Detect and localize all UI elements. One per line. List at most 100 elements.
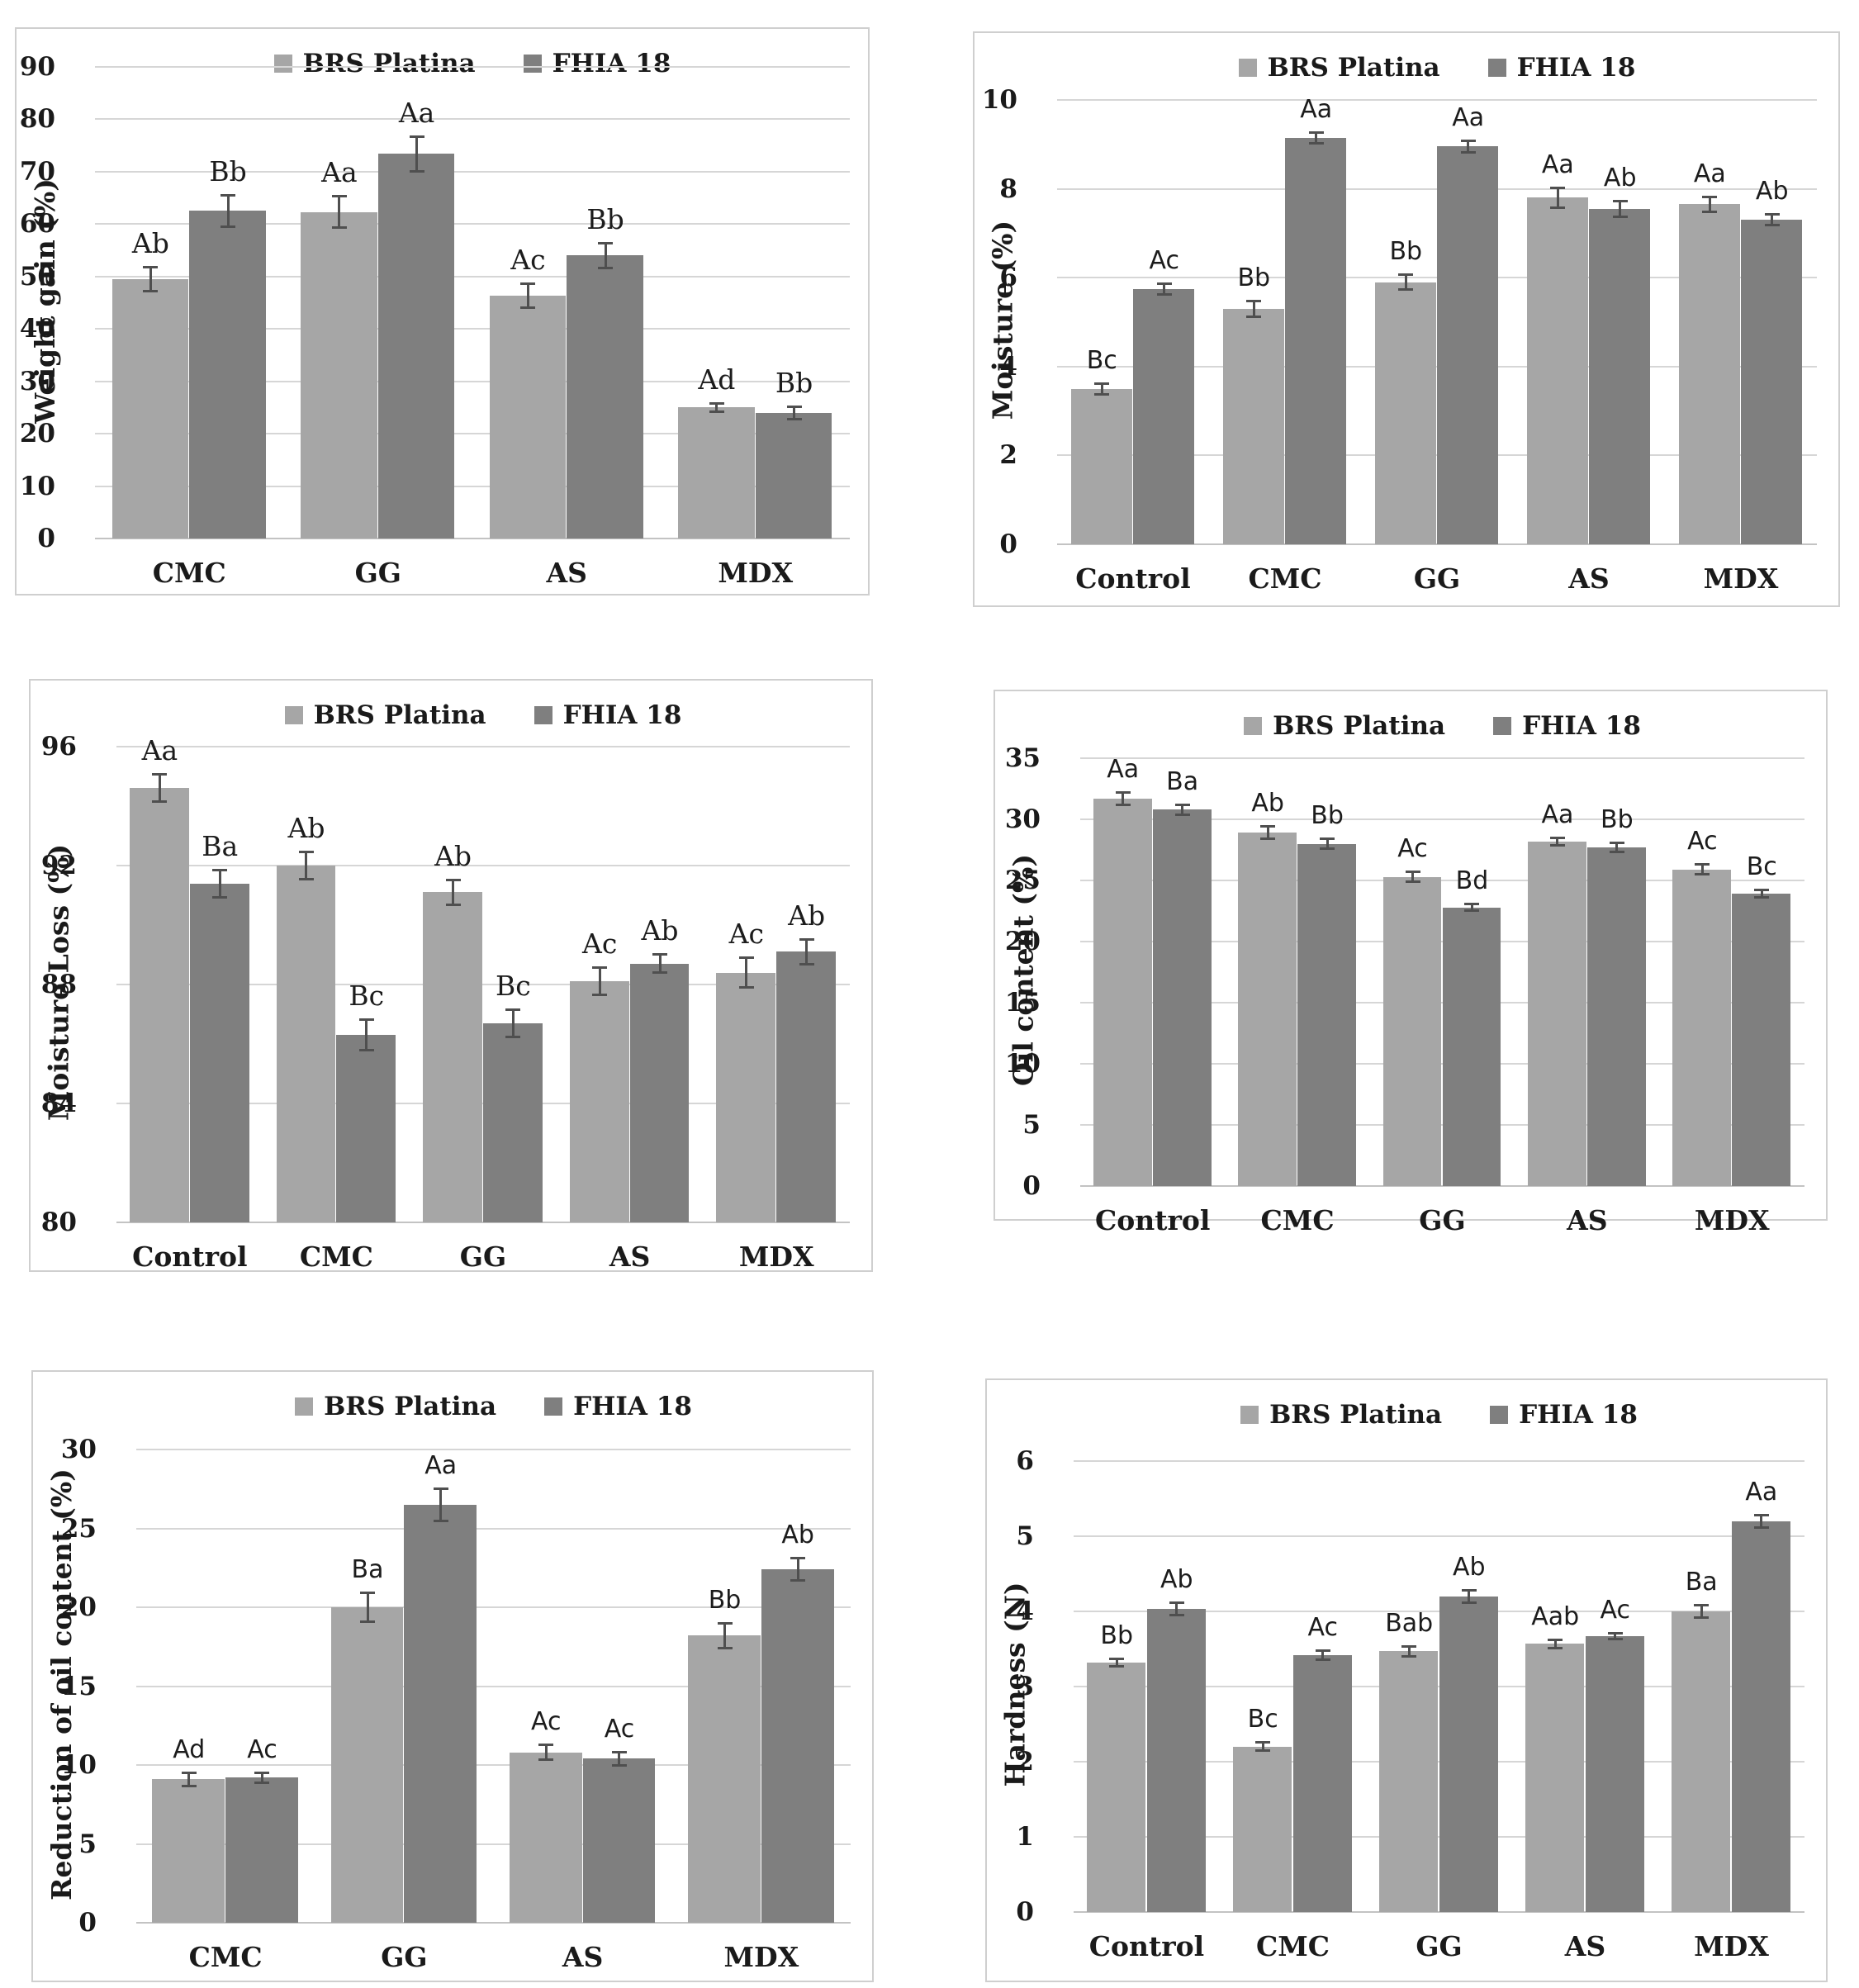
error-bar-cap <box>1255 1741 1271 1744</box>
legend-item-brs-platina: BRS Platina <box>1244 711 1445 741</box>
error-bar <box>365 1018 368 1051</box>
bar-fhia-18-gg <box>1437 146 1499 544</box>
y-tick-label: 10 <box>19 471 55 501</box>
error-bar <box>452 879 455 906</box>
error-bar <box>1266 825 1269 841</box>
sig-label: Bc <box>349 980 385 1013</box>
error-bar-cap <box>1460 140 1476 143</box>
legend-item-fhia-18: FHIA 18 <box>544 1392 692 1421</box>
error-bar-cap <box>1405 880 1420 883</box>
bar-brs-platina-mdx <box>716 972 776 1222</box>
bar-fhia-18-as <box>629 963 690 1222</box>
error-bar <box>1700 863 1704 876</box>
y-tick-label: 6 <box>999 263 1017 293</box>
sig-label: Ac <box>510 244 546 277</box>
bar-fhia-18-control <box>1152 809 1212 1186</box>
error-bar-cap <box>1169 1601 1184 1605</box>
error-bar-cap <box>1461 1588 1477 1592</box>
bar-brs-platina-as <box>489 296 567 539</box>
y-axis-title: Moisture (%) <box>986 220 1019 420</box>
error-bar <box>1315 130 1318 145</box>
error-bar-cap <box>181 1771 197 1774</box>
error-bar-cap <box>538 1744 554 1747</box>
error-bar <box>544 1744 548 1762</box>
bar-brs-platina-cmc <box>1232 1746 1292 1912</box>
y-tick-label: 25 <box>60 1513 97 1544</box>
error-bar-cap <box>1174 813 1190 816</box>
error-bar <box>618 1750 621 1767</box>
y-tick-label: 15 <box>60 1671 97 1701</box>
error-bar-cap <box>505 1008 521 1011</box>
error-bar-cap <box>1694 1603 1710 1606</box>
bar-brs-platina-cmc <box>152 1779 225 1923</box>
x-tick-label: AS <box>1564 1930 1606 1962</box>
gridline <box>116 1222 850 1223</box>
error-bar-cap <box>1702 211 1718 214</box>
error-bar-cap <box>1308 141 1324 145</box>
sig-label: Aa <box>1541 799 1574 829</box>
bar-brs-platina-mdx <box>688 1635 761 1923</box>
sig-label: Bd <box>1455 866 1489 895</box>
error-bar <box>1468 1588 1471 1604</box>
error-bar-cap <box>717 1622 733 1625</box>
legend-swatch-icon <box>523 55 542 73</box>
gridline <box>95 538 850 539</box>
error-bar <box>658 953 662 975</box>
y-tick-label: 20 <box>60 1592 97 1622</box>
y-tick-label: 25 <box>1004 866 1041 895</box>
error-bar <box>158 773 161 804</box>
legend-item-fhia-18: FHIA 18 <box>1493 711 1641 741</box>
error-bar <box>1411 871 1415 883</box>
error-bar-cap <box>1464 902 1480 905</box>
sig-label: Ab <box>788 899 826 932</box>
error-bar-cap <box>520 306 536 310</box>
error-bar-cap <box>1754 889 1770 892</box>
error-bar <box>1708 195 1711 214</box>
x-tick-label: MDX <box>718 557 794 589</box>
bar-fhia-18-control <box>1146 1609 1207 1912</box>
gridline <box>95 380 850 382</box>
y-tick-label: 35 <box>1004 743 1041 773</box>
bar-brs-platina-cmc <box>1238 833 1297 1186</box>
error-bar-cap <box>1320 847 1335 850</box>
error-bar-cap <box>360 1591 376 1594</box>
gridline <box>116 984 850 985</box>
error-bar-cap <box>433 1519 448 1522</box>
legend: BRS Platina FHIA 18 <box>136 1392 851 1421</box>
bar-fhia-18-mdx <box>776 951 836 1222</box>
error-bar <box>1760 889 1763 899</box>
x-tick-label: GG <box>1416 1930 1463 1962</box>
error-bar <box>1252 300 1255 318</box>
gridline <box>136 1449 851 1450</box>
gridline <box>116 865 850 866</box>
y-tick-label: 80 <box>40 1208 77 1237</box>
error-bar-cap <box>409 169 424 173</box>
sig-label: Ad <box>173 1734 206 1764</box>
chart-moisture: BRS Platina FHIA 18 0 2 4 6 8 10 Moisture (%) Con… <box>973 31 1840 607</box>
y-tick-label: 6 <box>1016 1446 1034 1476</box>
chart-reduction-oil-content: BRS Platina FHIA 18 0 5 10 15 20 25 30 Reduction … <box>31 1370 874 1982</box>
error-bar-cap <box>1094 382 1110 385</box>
error-bar <box>439 1487 443 1522</box>
sig-label: Bb <box>1311 801 1344 831</box>
sig-label: Ac <box>728 917 764 950</box>
error-bar-cap <box>1169 1614 1184 1617</box>
error-bar-cap <box>1607 1632 1623 1635</box>
sig-label: Ac <box>582 928 618 961</box>
gridline <box>95 433 850 435</box>
gridline <box>95 328 850 330</box>
bar-brs-platina-gg <box>1378 1651 1439 1912</box>
bar-fhia-18-cmc <box>1297 843 1356 1186</box>
error-bar <box>1553 1638 1557 1649</box>
error-bar-cap <box>786 417 802 420</box>
error-bar-cap <box>358 1018 374 1022</box>
bar-fhia-18-mdx <box>1732 894 1791 1186</box>
gridline <box>116 746 850 747</box>
error-bar <box>598 966 601 997</box>
error-bar <box>366 1591 369 1624</box>
error-bar <box>1556 836 1559 847</box>
error-bar <box>218 868 221 899</box>
error-bar-cap <box>1246 315 1262 318</box>
error-bar-cap <box>790 1579 806 1582</box>
legend-label: BRS Platina <box>1269 1400 1443 1430</box>
